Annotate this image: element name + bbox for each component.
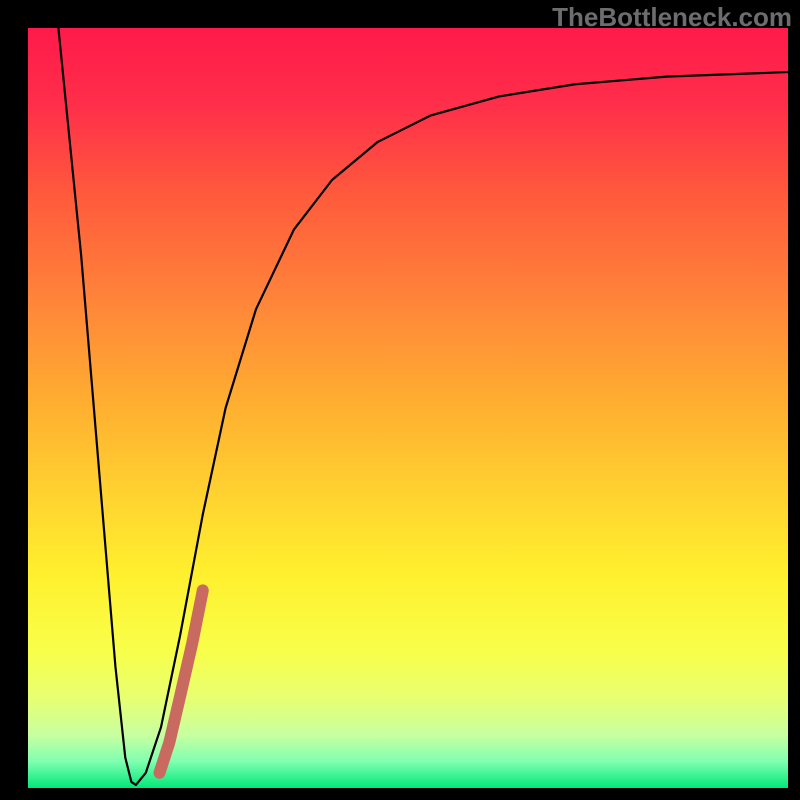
bottleneck-curve-chart <box>0 0 800 800</box>
plot-background <box>28 28 788 788</box>
chart-frame: TheBottleneck.com <box>0 0 800 800</box>
watermark-text: TheBottleneck.com <box>552 2 792 33</box>
